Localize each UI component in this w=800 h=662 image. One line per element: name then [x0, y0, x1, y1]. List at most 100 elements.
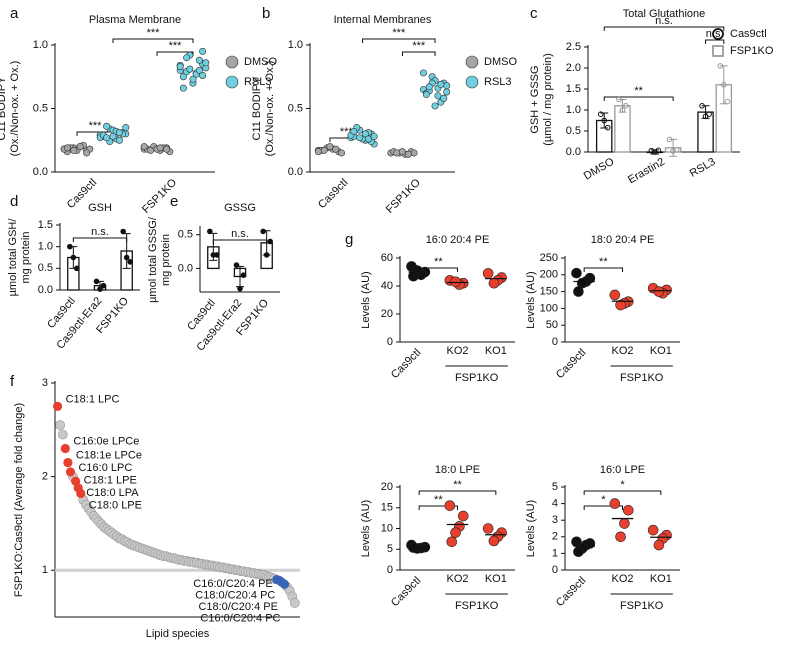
y-axis-label: (µmol / mg protein): [542, 53, 554, 146]
data-point: [207, 228, 213, 235]
x-tick-label: Cas9ctl: [389, 575, 423, 609]
data-point: [653, 539, 665, 551]
y-axis-label: µmol total GSSG/: [147, 216, 159, 303]
data-point: [410, 149, 418, 157]
point-label: C16:0/C20:4 PC: [200, 612, 280, 624]
data-point: [55, 420, 66, 431]
point-label: C18:1 LPE: [84, 474, 137, 486]
data-point: [240, 272, 247, 278]
y-axis-label: Levels (AU): [360, 500, 372, 557]
data-point: [320, 146, 328, 154]
data-point: [67, 243, 73, 250]
data-point: [63, 457, 73, 468]
y-tick-label: 1.5: [566, 83, 581, 95]
significance-label: **: [599, 256, 608, 268]
x-tick-label: Cas9ctl: [554, 347, 588, 381]
significance-label: ***: [169, 40, 183, 52]
data-point: [70, 254, 77, 261]
chart-title: 18:0 20:4 PE: [591, 234, 655, 246]
significance-label: n.s.: [655, 15, 673, 27]
y-tick-label: 0.0: [288, 166, 303, 178]
data-point: [289, 598, 300, 608]
y-tick-label: 5: [387, 543, 393, 555]
data-point: [122, 124, 130, 132]
y-tick-label: 20: [381, 481, 393, 493]
y-tick-label: 0.5: [33, 102, 48, 114]
significance-label: ***: [412, 40, 426, 52]
y-tick-label: 0.5: [288, 102, 303, 114]
y-tick-label: 2.0: [566, 62, 581, 74]
chart-title: 16:0 LPE: [600, 464, 645, 476]
x-tick-label: KO2: [446, 345, 468, 357]
data-point: [673, 147, 680, 153]
data-point: [186, 65, 194, 73]
data-point: [156, 144, 164, 152]
data-point: [147, 146, 155, 154]
data-point: [720, 82, 727, 88]
data-point: [97, 286, 103, 292]
data-point: [446, 536, 458, 548]
panel-letter: d: [10, 193, 18, 210]
data-point: [443, 82, 451, 90]
y-tick-label: 0.0: [566, 146, 581, 158]
y-tick-label: 5: [552, 481, 558, 493]
data-point: [57, 429, 68, 440]
significance-label: ***: [392, 27, 406, 39]
x-tick-label: KO2: [611, 573, 633, 585]
y-tick-label: 60: [381, 252, 393, 264]
y-tick-label: 2: [552, 531, 558, 543]
y-tick-label: 2: [42, 471, 48, 483]
legend-label: FSP1KO: [730, 45, 774, 57]
y-tick-label: 15: [381, 502, 393, 514]
significance-bracket: [583, 267, 623, 272]
data-point: [237, 285, 243, 292]
data-point: [115, 136, 123, 144]
panel-letter: e: [170, 193, 178, 210]
data-point: [647, 524, 659, 536]
significance-bracket: [112, 38, 194, 43]
panel-letter: c: [530, 5, 538, 22]
data-point: [179, 73, 187, 81]
data-point: [444, 500, 456, 511]
data-point: [724, 98, 731, 105]
data-point: [648, 147, 655, 154]
data-point: [393, 149, 401, 157]
data-point: [195, 56, 203, 64]
legend-marker: [465, 75, 479, 89]
data-point: [457, 510, 469, 522]
chart-title: Total Glutathione: [623, 8, 706, 20]
legend-marker: [712, 45, 724, 57]
significance-label: ***: [89, 120, 103, 132]
significance-bracket: [418, 505, 458, 510]
data-point: [571, 267, 582, 279]
data-point: [597, 111, 604, 117]
data-point: [653, 286, 665, 297]
y-axis-label: Levels (AU): [525, 500, 537, 557]
significance-bracket: [401, 51, 436, 56]
y-tick-label: 0: [387, 336, 393, 348]
x-tick-label: Cas9ctl: [389, 347, 423, 381]
y-tick-label: 0: [552, 336, 558, 348]
data-point: [123, 254, 130, 261]
y-tick-label: 0: [387, 564, 393, 576]
y-axis-label: mg protein: [20, 232, 32, 284]
y-tick-label: 150: [540, 286, 558, 298]
significance-label: **: [453, 479, 462, 491]
data-point: [140, 143, 148, 151]
data-point: [267, 238, 273, 245]
point-label: C18:0 LPA: [86, 487, 139, 499]
y-tick-label: 3: [552, 514, 558, 526]
legend-label: DMSO: [244, 56, 277, 68]
y-tick-label: 10: [381, 522, 393, 534]
panel-letter: b: [262, 5, 270, 22]
significance-bracket: [72, 237, 128, 242]
data-point: [338, 149, 346, 157]
chart-title: GSSG: [224, 202, 256, 214]
data-point: [214, 252, 220, 258]
significance-bracket: [212, 239, 268, 244]
data-point: [450, 527, 461, 538]
data-point: [437, 80, 445, 88]
data-point: [482, 268, 494, 279]
data-point: [260, 228, 266, 235]
